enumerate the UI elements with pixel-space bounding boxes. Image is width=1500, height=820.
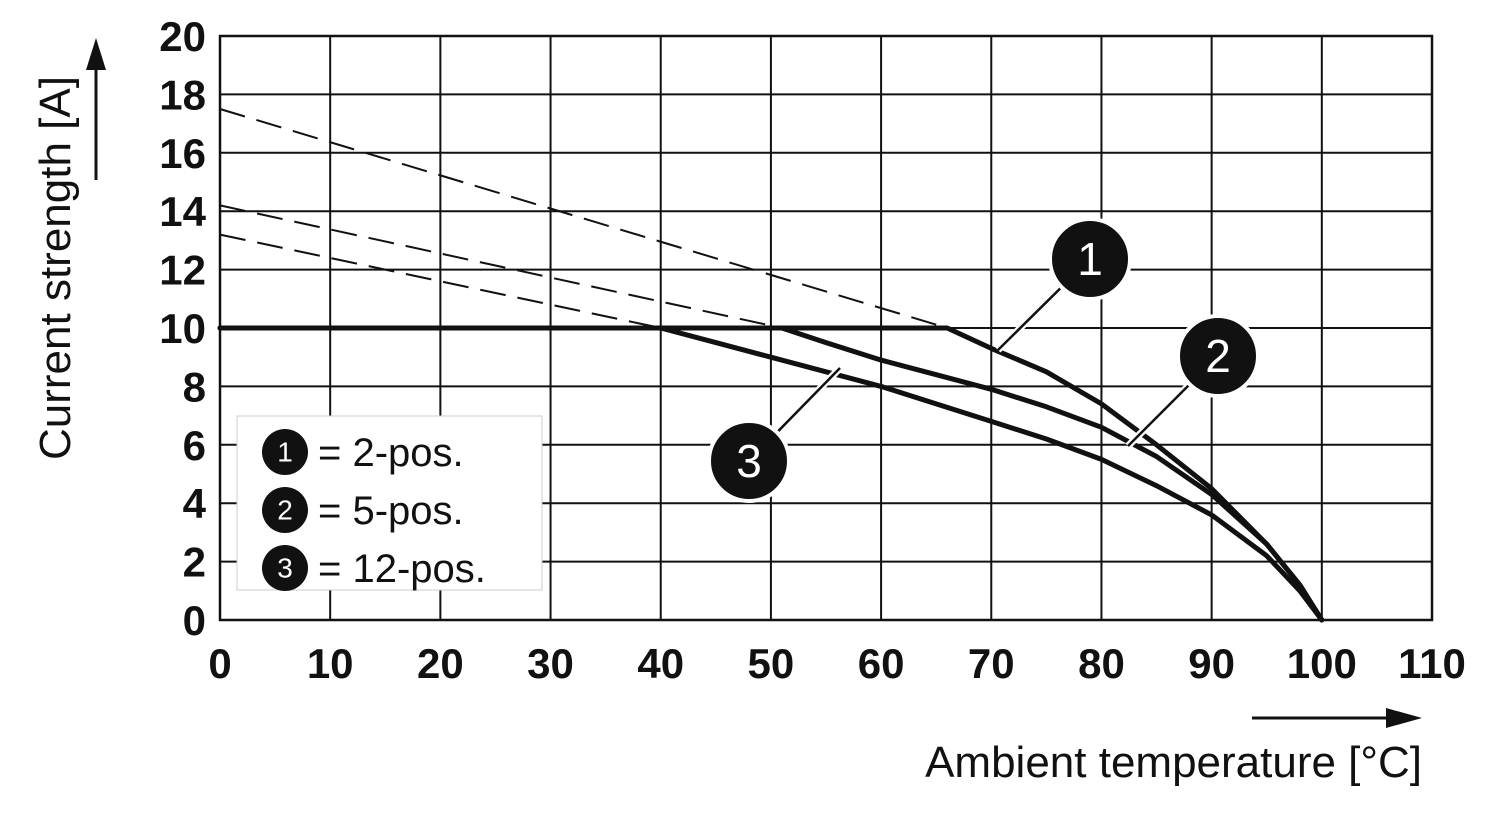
x-tick-label: 70 [968, 640, 1015, 687]
x-tick-label: 20 [417, 640, 464, 687]
series-3-line [217, 325, 1325, 623]
x-tick-label: 40 [637, 640, 684, 687]
y-tick-label: 2 [183, 539, 206, 586]
x-axis-title-group: Ambient temperature [°C] [925, 708, 1422, 787]
y-tick-label: 0 [183, 597, 206, 644]
x-tick-label: 30 [527, 640, 574, 687]
legend-text-3: = 12-pos. [318, 547, 486, 591]
x-axis-ticks: 0 10 20 30 40 50 60 70 80 90 100 110 [208, 640, 1466, 687]
y-tick-label: 8 [183, 363, 206, 410]
series-callouts: 1 2 3 [707, 217, 1260, 503]
callout-badge-label-3: 3 [736, 435, 762, 487]
x-axis-title: Ambient temperature [°C] [925, 738, 1422, 787]
y-tick-label: 6 [183, 422, 206, 469]
plot-frame [218, 34, 1434, 622]
callout-badge-label-1: 1 [1077, 233, 1103, 285]
y-tick-label: 16 [159, 130, 206, 177]
x-tick-label: 90 [1188, 640, 1235, 687]
x-tick-label: 10 [307, 640, 354, 687]
legend-text-2: = 5-pos. [318, 489, 464, 533]
legend-text-1: = 2-pos. [318, 431, 464, 475]
legend-badge-2 [262, 487, 308, 533]
series-2-dashed-line [219, 204, 783, 329]
y-tick-label: 4 [183, 480, 207, 527]
x-tick-label: 50 [748, 640, 795, 687]
x-tick-label: 110 [1398, 640, 1466, 687]
y-axis-ticks: 0 2 4 6 8 10 12 14 16 18 20 [159, 13, 206, 644]
y-tick-label: 18 [159, 71, 206, 118]
y-tick-label: 12 [159, 247, 206, 294]
legend-entry-1: 1 = 2-pos. [262, 429, 464, 475]
x-tick-label: 100 [1287, 640, 1357, 687]
series-2-line [217, 325, 1325, 623]
legend-badge-3-label: 3 [277, 553, 293, 584]
callout-badge-1 [1048, 217, 1132, 301]
legend-badge-1 [262, 429, 308, 475]
callout-badge-3 [707, 419, 791, 503]
legend: 1 = 2-pos. 2 = 5-pos. 3 = 12-pos. [236, 415, 543, 591]
y-axis-title-group: Current strength [A] [31, 38, 106, 460]
legend-entry-3: 3 = 12-pos. [262, 545, 486, 591]
y-tick-label: 14 [159, 188, 206, 235]
legend-entry-2: 2 = 5-pos. [262, 487, 464, 533]
y-axis-arrow-head-icon [86, 38, 106, 70]
x-tick-label: 80 [1078, 640, 1125, 687]
y-tick-label: 10 [159, 305, 206, 352]
legend-badge-1-label: 1 [277, 437, 293, 468]
y-tick-label: 20 [159, 13, 206, 60]
callout-badge-label-2: 2 [1205, 330, 1231, 382]
x-axis-arrow-head-icon [1386, 708, 1422, 728]
y-axis-title: Current strength [A] [31, 76, 80, 460]
x-tick-label: 60 [858, 640, 905, 687]
legend-badge-3 [262, 545, 308, 591]
x-tick-label: 0 [208, 640, 231, 687]
legend-badge-2-label: 2 [277, 495, 293, 526]
series-lines [217, 108, 1325, 623]
series-1-dashed-line [219, 108, 948, 329]
callout-badge-2 [1176, 314, 1260, 398]
